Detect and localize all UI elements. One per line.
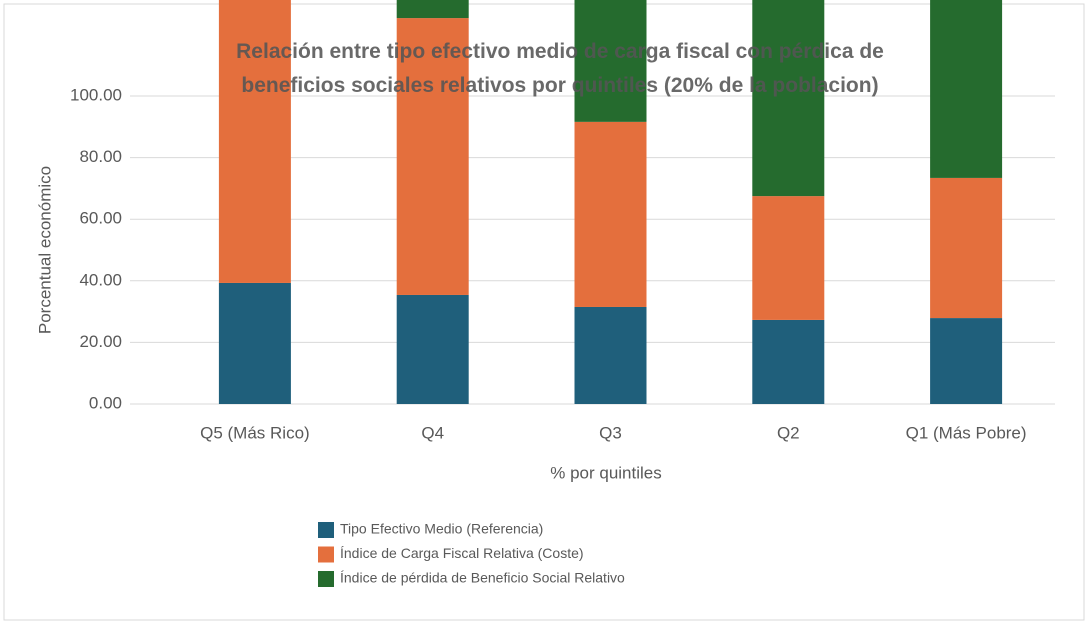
bar-segment <box>574 0 647 122</box>
grid: 0.00 20.00 40.00 60.00 80.00 100.00 Q5 (Más Ri… <box>70 85 1055 442</box>
y-tick-label: 80.00 <box>79 147 122 166</box>
chart-title: Relación entre tipo efectivo medio de ca… <box>236 40 884 97</box>
x-tick-label: Q4 <box>421 423 444 442</box>
y-tick-label: 100.00 <box>70 85 122 104</box>
legend: Tipo Efectivo Medio (Referencia) Índice d… <box>318 521 625 587</box>
x-tick-label: Q5 (Más Rico) <box>200 423 310 442</box>
bar-segment <box>752 319 825 404</box>
bar-segment <box>218 0 291 283</box>
bar-segment <box>930 318 1003 404</box>
chart-border <box>3 3 1085 621</box>
bar-segment <box>396 294 469 404</box>
x-tick-label: Q3 <box>599 423 622 442</box>
legend-swatch <box>318 546 334 563</box>
y-tick-label: 40.00 <box>79 270 122 289</box>
legend-label: Índice de pérdida de Beneficio Social Re… <box>340 570 625 586</box>
y-tick-label: 60.00 <box>79 209 122 228</box>
bar-segment <box>218 282 291 404</box>
bar-segment <box>930 0 1003 178</box>
y-tick-label: 0.00 <box>89 393 122 412</box>
bar-segment <box>396 18 469 295</box>
x-tick-label: Q1 (Más Pobre) <box>906 423 1027 442</box>
x-tick-label: Q2 <box>777 423 800 442</box>
bar-segment <box>930 177 1003 319</box>
bar-segment <box>752 0 825 197</box>
legend-label: Índice de Carga Fiscal Relativa (Coste) <box>340 545 584 561</box>
y-tick-label: 20.00 <box>79 332 122 351</box>
bar-segment <box>574 306 647 404</box>
legend-swatch <box>318 571 334 587</box>
bar-segment <box>574 121 647 307</box>
y-axis-title: Porcentual económico <box>35 166 54 334</box>
bars <box>218 0 1003 404</box>
x-axis-title: % por quintiles <box>550 463 662 482</box>
legend-swatch <box>318 522 334 538</box>
bar-segment <box>396 0 469 19</box>
bar-segment <box>752 196 825 320</box>
legend-label: Tipo Efectivo Medio (Referencia) <box>340 521 543 537</box>
